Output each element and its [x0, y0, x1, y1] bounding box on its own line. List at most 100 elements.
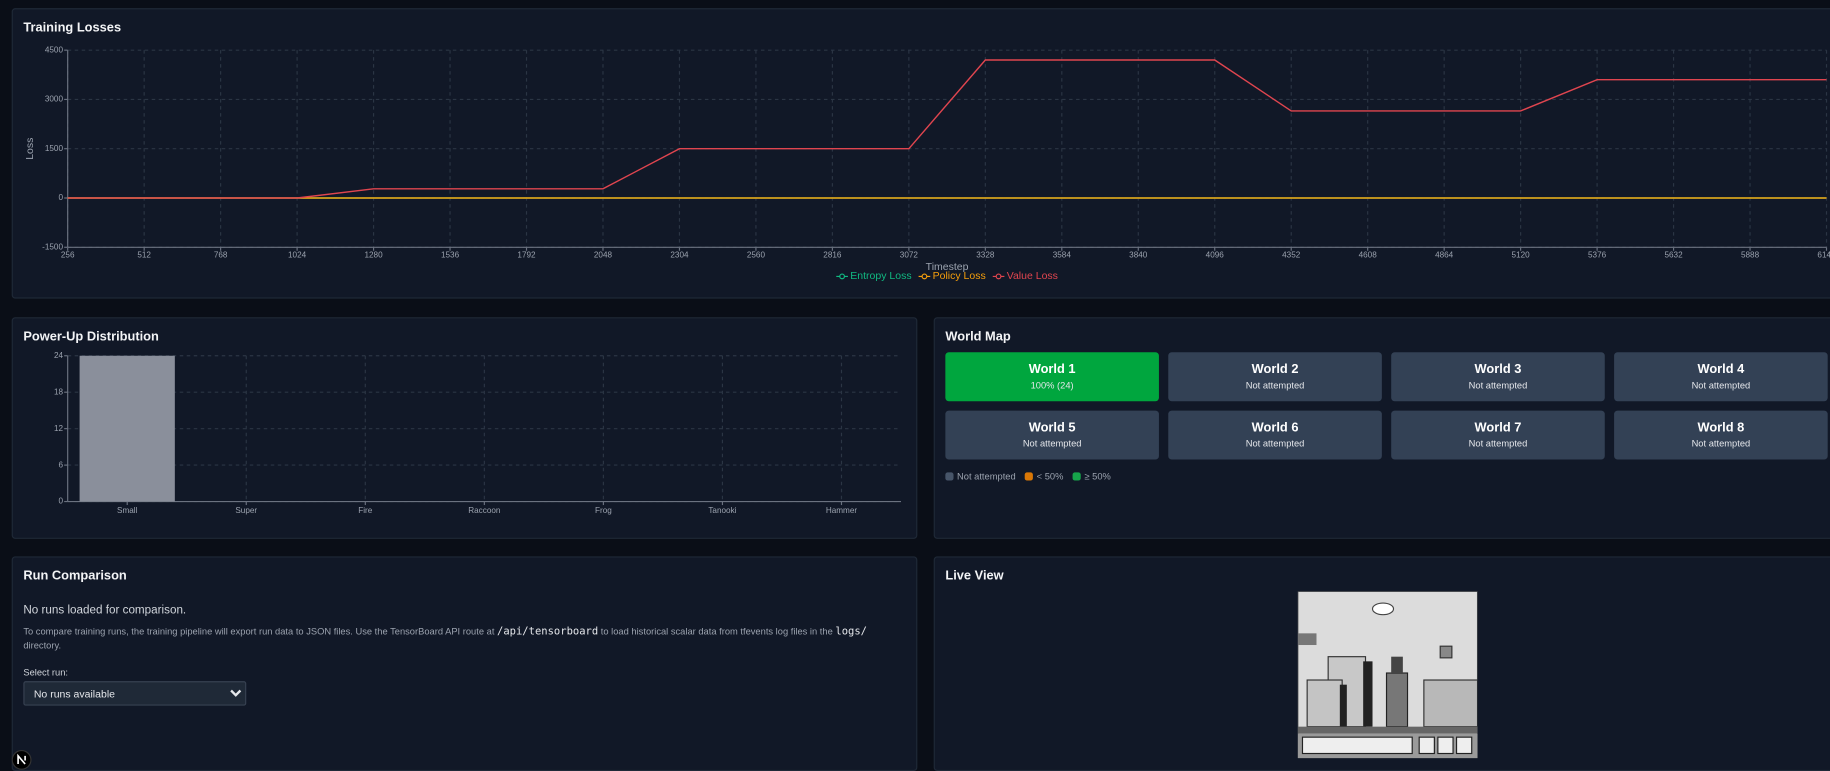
text: to load historical scalar data from tfev… — [598, 626, 836, 637]
world-name: World 2 — [1251, 362, 1299, 377]
x-tick-label: 5888 — [1741, 251, 1760, 260]
x-tick-label: 768 — [214, 251, 228, 260]
select-label: Select run: — [23, 667, 68, 678]
world-status: Not attempted — [1691, 438, 1751, 450]
code: logs/ — [835, 626, 867, 639]
panel-title: World Map — [945, 330, 1011, 345]
x-tick-label: Hammer — [826, 506, 858, 515]
x-tick-label: 4096 — [1206, 251, 1225, 260]
line-series — [67, 59, 1827, 199]
legend-item: Not attempted — [945, 471, 1016, 482]
x-tick-label: 3328 — [976, 251, 995, 260]
y-tick-label: 0 — [58, 193, 63, 202]
legend-marker — [921, 273, 928, 280]
run-select[interactable]: No runs available — [23, 681, 247, 706]
panel-title: Live View — [945, 569, 1004, 584]
y-tick-label: 1500 — [45, 144, 64, 153]
y-tick-label: 6 — [58, 460, 63, 469]
y-tick-label: 0 — [58, 497, 63, 506]
live-view-panel: Live View — [933, 556, 1830, 771]
world-name: World 6 — [1251, 421, 1299, 436]
world-status: Not attempted — [1022, 438, 1082, 450]
world-map-panel: World Map World 1 100% (24) World 2 Not att… — [933, 317, 1830, 539]
run-comparison-panel: Run Comparison No runs loaded for compar… — [11, 556, 918, 771]
world-legend: Not attempted < 50% ≥ 50% — [945, 471, 1120, 482]
x-tick-label: 2304 — [670, 251, 689, 260]
legend-label: ≥ 50% — [1084, 471, 1111, 482]
code: /api/tensorboard — [497, 626, 599, 639]
text: directory. — [23, 640, 62, 651]
legend-label: Value Loss — [1007, 270, 1058, 282]
world-name: World 1 — [1028, 362, 1076, 377]
x-tick-label: 1536 — [441, 251, 460, 260]
x-tick-label: 5632 — [1664, 251, 1683, 260]
world-tile: World 4 Not attempted — [1614, 352, 1828, 402]
x-tick-label: Super — [235, 506, 257, 515]
legend-label: < 50% — [1036, 471, 1064, 482]
x-tick-label: 3072 — [900, 251, 919, 260]
legend-label: Entropy Loss — [850, 270, 911, 282]
x-tick-label: 4352 — [1282, 251, 1301, 260]
world-name: World 8 — [1697, 421, 1745, 436]
world-name: World 3 — [1474, 362, 1522, 377]
x-tick-label: Tanooki — [708, 506, 736, 515]
bar — [79, 355, 175, 502]
y-tick-label: 18 — [54, 387, 64, 396]
x-tick-label: 4608 — [1359, 251, 1378, 260]
world-status: Not attempted — [1245, 438, 1305, 450]
x-tick-label: 3584 — [1053, 251, 1072, 260]
legend-swatch — [1072, 472, 1081, 481]
y-tick-label: 12 — [54, 424, 64, 433]
legend-marker — [839, 273, 846, 280]
x-tick-label: 1280 — [364, 251, 383, 260]
legend: Entropy Loss Policy Loss Value Loss — [836, 270, 1058, 282]
world-status: 100% (24) — [1030, 380, 1074, 391]
world-tile: World 3 Not attempted — [1391, 352, 1605, 402]
x-tick-label: 5120 — [1512, 251, 1531, 260]
legend-label: Not attempted — [957, 471, 1016, 482]
y-tick-label: 4500 — [45, 45, 64, 54]
world-tile: World 2 Not attempted — [1168, 352, 1382, 402]
panel-title: Training Losses — [23, 20, 122, 35]
x-tick-label: 3840 — [1129, 251, 1148, 260]
x-tick-label: Frog — [595, 506, 612, 515]
x-axis-label: Timestep — [926, 261, 969, 273]
legend-swatch — [1025, 472, 1034, 481]
world-tile: World 8 Not attempted — [1614, 410, 1828, 460]
world-tile: World 7 Not attempted — [1391, 410, 1605, 460]
legend-item: < 50% — [1025, 471, 1064, 482]
world-tile: World 1 100% (24) — [945, 352, 1159, 402]
x-tick-label: 2048 — [594, 251, 613, 260]
y-tick-label: 24 — [54, 351, 64, 360]
x-tick-label: Small — [117, 506, 138, 515]
world-name: World 5 — [1028, 421, 1076, 436]
world-status: Not attempted — [1468, 438, 1528, 450]
y-tick-label: -1500 — [42, 242, 63, 251]
legend-item: ≥ 50% — [1072, 471, 1111, 482]
world-tile: World 5 Not attempted — [945, 410, 1159, 460]
x-tick-label: Raccoon — [468, 506, 500, 515]
world-status: Not attempted — [1245, 380, 1305, 391]
losses-panel: Training Losses — [11, 8, 1830, 299]
x-tick-label: 6144 — [1817, 251, 1830, 260]
description: To compare training runs, the training p… — [23, 625, 898, 653]
legend-label: Policy Loss — [933, 270, 986, 282]
x-tick-label: 1024 — [288, 251, 307, 260]
panel-title: Power-Up Distribution — [23, 330, 159, 345]
y-tick-label: 3000 — [45, 95, 64, 104]
y-axis-label: Loss — [24, 138, 36, 160]
x-tick-label: 2816 — [823, 251, 842, 260]
text: To compare training runs, the training p… — [23, 626, 498, 637]
x-tick-label: 256 — [61, 251, 75, 260]
panel-title: Run Comparison — [23, 569, 127, 584]
x-tick-label: 5376 — [1588, 251, 1607, 260]
legend-swatch — [945, 472, 954, 481]
world-name: World 4 — [1697, 362, 1745, 377]
x-tick-label: 1792 — [517, 251, 536, 260]
dev-indicator[interactable] — [11, 749, 32, 770]
x-tick-label: 512 — [137, 251, 151, 260]
game-frame — [1297, 591, 1478, 759]
